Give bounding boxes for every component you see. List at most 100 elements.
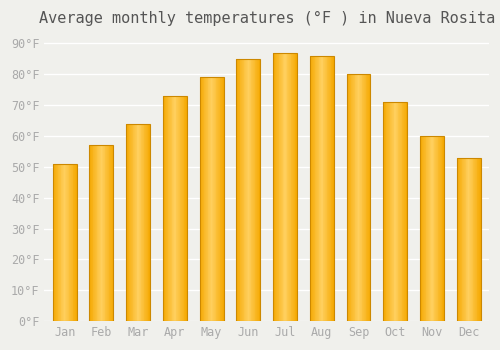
Bar bbox=[202, 77, 203, 321]
Bar bbox=[185, 96, 186, 321]
Bar bbox=[167, 96, 168, 321]
Bar bbox=[406, 102, 407, 321]
Bar bbox=[478, 158, 479, 321]
Bar bbox=[52, 164, 54, 321]
Bar bbox=[399, 102, 400, 321]
Bar bbox=[314, 56, 316, 321]
Bar bbox=[312, 56, 313, 321]
Bar bbox=[240, 59, 241, 321]
Bar bbox=[254, 59, 256, 321]
Bar bbox=[181, 96, 182, 321]
Bar bbox=[216, 77, 217, 321]
Bar bbox=[176, 96, 177, 321]
Bar bbox=[214, 77, 215, 321]
Bar bbox=[54, 164, 55, 321]
Bar bbox=[56, 164, 58, 321]
Bar bbox=[468, 158, 469, 321]
Bar bbox=[92, 145, 94, 321]
Bar bbox=[322, 56, 324, 321]
Bar bbox=[296, 53, 297, 321]
Bar bbox=[186, 96, 187, 321]
Bar bbox=[60, 164, 62, 321]
Bar bbox=[209, 77, 210, 321]
Bar bbox=[428, 136, 429, 321]
Bar bbox=[457, 158, 458, 321]
Bar bbox=[310, 56, 312, 321]
Bar bbox=[215, 77, 216, 321]
Bar bbox=[244, 59, 245, 321]
Bar bbox=[398, 102, 399, 321]
Bar bbox=[63, 164, 64, 321]
Bar bbox=[108, 145, 110, 321]
Bar bbox=[100, 145, 102, 321]
Bar bbox=[94, 145, 95, 321]
Bar bbox=[457, 158, 480, 321]
Bar bbox=[112, 145, 114, 321]
Bar bbox=[392, 102, 393, 321]
Bar bbox=[276, 53, 277, 321]
Bar bbox=[126, 124, 150, 321]
Bar bbox=[286, 53, 288, 321]
Bar bbox=[177, 96, 178, 321]
Bar bbox=[144, 124, 146, 321]
Bar bbox=[318, 56, 320, 321]
Bar bbox=[421, 136, 422, 321]
Bar bbox=[241, 59, 242, 321]
Bar bbox=[95, 145, 96, 321]
Bar bbox=[128, 124, 130, 321]
Bar bbox=[393, 102, 394, 321]
Bar bbox=[458, 158, 459, 321]
Bar bbox=[350, 74, 352, 321]
Bar bbox=[204, 77, 205, 321]
Bar bbox=[126, 124, 127, 321]
Bar bbox=[284, 53, 285, 321]
Bar bbox=[390, 102, 392, 321]
Bar bbox=[430, 136, 431, 321]
Bar bbox=[98, 145, 99, 321]
Bar bbox=[91, 145, 92, 321]
Bar bbox=[130, 124, 131, 321]
Bar bbox=[333, 56, 334, 321]
Bar bbox=[395, 102, 396, 321]
Bar bbox=[429, 136, 430, 321]
Bar bbox=[330, 56, 332, 321]
Bar bbox=[273, 53, 297, 321]
Bar bbox=[435, 136, 436, 321]
Bar bbox=[431, 136, 432, 321]
Bar bbox=[245, 59, 246, 321]
Bar bbox=[354, 74, 356, 321]
Bar bbox=[280, 53, 281, 321]
Bar bbox=[360, 74, 361, 321]
Bar bbox=[332, 56, 333, 321]
Bar bbox=[58, 164, 59, 321]
Bar bbox=[142, 124, 143, 321]
Bar bbox=[464, 158, 466, 321]
Bar bbox=[364, 74, 365, 321]
Bar bbox=[368, 74, 369, 321]
Bar bbox=[131, 124, 132, 321]
Bar bbox=[401, 102, 402, 321]
Bar bbox=[356, 74, 357, 321]
Bar bbox=[184, 96, 185, 321]
Bar bbox=[362, 74, 364, 321]
Bar bbox=[164, 96, 166, 321]
Bar bbox=[434, 136, 435, 321]
Bar bbox=[466, 158, 467, 321]
Bar bbox=[353, 74, 354, 321]
Bar bbox=[436, 136, 438, 321]
Bar bbox=[163, 96, 164, 321]
Bar bbox=[313, 56, 314, 321]
Bar bbox=[289, 53, 290, 321]
Bar bbox=[248, 59, 249, 321]
Bar bbox=[443, 136, 444, 321]
Bar bbox=[352, 74, 353, 321]
Bar bbox=[346, 74, 370, 321]
Bar bbox=[467, 158, 468, 321]
Bar bbox=[290, 53, 292, 321]
Bar bbox=[475, 158, 476, 321]
Bar bbox=[127, 124, 128, 321]
Bar bbox=[474, 158, 475, 321]
Bar bbox=[348, 74, 349, 321]
Bar bbox=[250, 59, 252, 321]
Bar bbox=[136, 124, 138, 321]
